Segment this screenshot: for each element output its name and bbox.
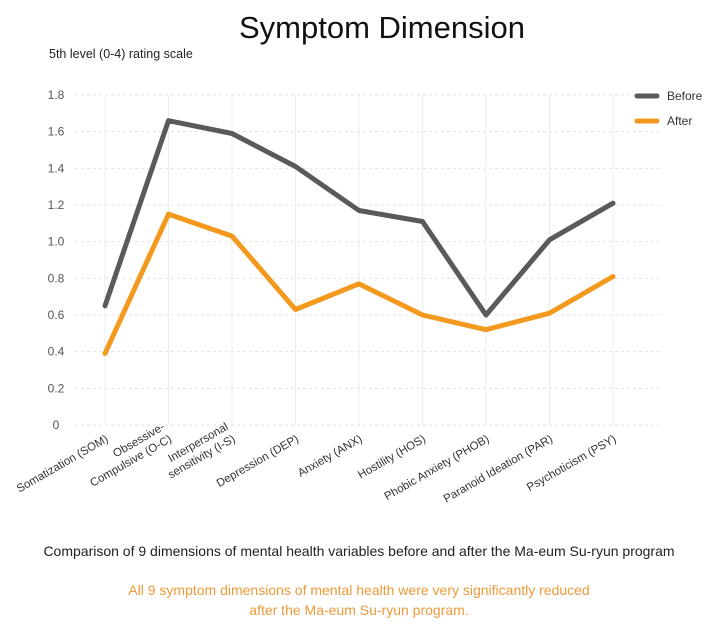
x-tick-label: Paranoid Ideation (PAR) — [442, 433, 555, 505]
chart-caption: Comparison of 9 dimensions of mental hea… — [43, 543, 675, 559]
x-tick-label: Obsessive-Compulsive (O-C) — [81, 421, 174, 490]
y-tick-label: 1.6 — [48, 125, 65, 139]
x-tick-label: Phobic Anxiety (PHOB) — [383, 433, 492, 503]
legend-label-before: Before — [667, 89, 703, 103]
line-chart: Symptom Dimension 5th level (0-4) rating … — [15, 10, 703, 506]
chart-note-line-1: All 9 symptom dimensions of mental healt… — [128, 582, 590, 598]
y-tick-label: 1.8 — [48, 88, 65, 102]
y-tick-label: 1.4 — [48, 161, 65, 175]
y-tick-label: 0.6 — [48, 308, 65, 322]
y-tick-label: 0.2 — [48, 381, 65, 395]
y-tick-label: 0 — [53, 418, 60, 432]
y-tick-label: 1.2 — [48, 198, 65, 212]
chart-note: All 9 symptom dimensions of mental healt… — [0, 580, 718, 620]
series-line-before — [102, 118, 616, 318]
y-axis-label: 5th level (0-4) rating scale — [49, 47, 193, 61]
y-tick-label: 1.0 — [48, 235, 65, 249]
chart-note-line-2: after the Ma-eum Su-ryun program. — [249, 602, 469, 618]
legend-label-after: After — [667, 114, 692, 128]
y-tick-label: 0.4 — [48, 345, 65, 359]
chart-title: Symptom Dimension — [239, 10, 525, 45]
y-tick-label: 0.8 — [48, 271, 65, 285]
series-line-after — [102, 211, 616, 356]
x-tick-label: Anxiety (ANX) — [296, 433, 365, 480]
